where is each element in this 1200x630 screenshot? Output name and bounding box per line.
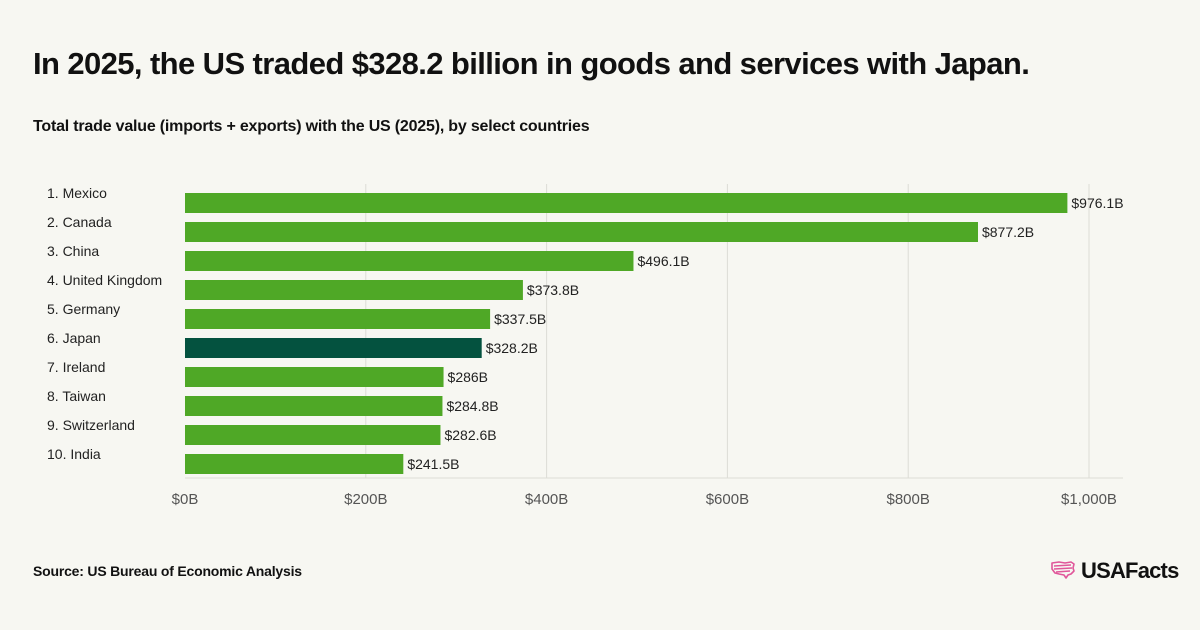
data-label: $337.5B: [494, 311, 546, 327]
x-tick-label: $1,000B: [1061, 491, 1117, 508]
category-label: 2. Canada: [47, 214, 112, 230]
data-label: $976.1B: [1071, 195, 1123, 211]
bar: [185, 454, 404, 474]
bar: [185, 193, 1068, 213]
source-note: Source: US Bureau of Economic Analysis: [33, 563, 302, 579]
category-label: 1. Mexico: [47, 185, 107, 201]
x-tick-label: $200B: [344, 491, 387, 508]
category-label: 5. Germany: [47, 301, 120, 317]
logo-text: USAFacts: [1081, 558, 1179, 583]
bar: [185, 396, 443, 416]
bar: [185, 425, 441, 445]
bar: [185, 222, 978, 242]
bar: [185, 338, 482, 358]
bar: [185, 280, 523, 300]
us-map-flag-icon: [1050, 559, 1076, 584]
data-label: $241.5B: [407, 456, 459, 472]
x-tick-label: $0B: [172, 491, 199, 508]
x-tick-label: $600B: [706, 491, 749, 508]
bar: [185, 309, 491, 329]
x-tick-label: $800B: [887, 491, 930, 508]
chart-title: In 2025, the US traded $328.2 billion in…: [33, 46, 1030, 81]
category-label: 10. India: [47, 446, 101, 462]
category-label: 9. Switzerland: [47, 417, 135, 433]
category-label: 6. Japan: [47, 330, 101, 346]
data-label: $328.2B: [486, 340, 538, 356]
category-label: 7. Ireland: [47, 359, 105, 375]
data-label: $877.2B: [982, 224, 1034, 240]
data-label: $282.6B: [444, 427, 496, 443]
category-label: 3. China: [47, 243, 99, 259]
bar: [185, 251, 634, 271]
x-tick-label: $400B: [525, 491, 568, 508]
data-label: $284.8B: [446, 398, 498, 414]
category-label: 4. United Kingdom: [47, 272, 162, 288]
bar: [185, 367, 444, 387]
chart-subtitle: Total trade value (imports + exports) wi…: [33, 118, 590, 135]
data-label: $496.1B: [637, 253, 689, 269]
data-label: $286B: [448, 369, 488, 385]
data-label: $373.8B: [527, 282, 579, 298]
usafacts-logo: USAFacts: [1050, 558, 1179, 584]
category-label: 8. Taiwan: [47, 388, 106, 404]
